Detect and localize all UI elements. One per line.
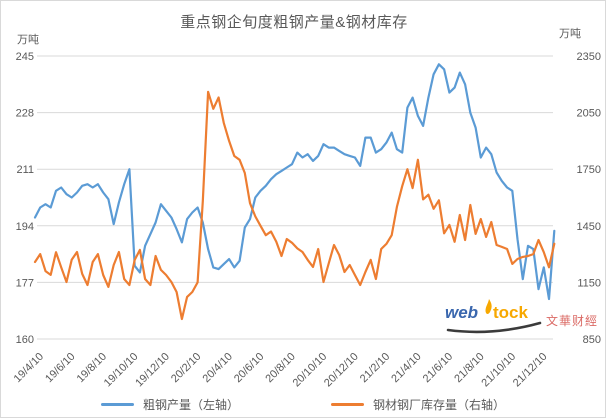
legend-item-crude-steel: 粗钢产量（左轴） [100,396,239,413]
x-tick-label: 20/2/10 [169,351,203,385]
chart-title: 重点钢企旬度粗钢产量&钢材库存 [180,14,408,31]
series-line-2 [33,90,556,321]
right-axis-unit: 万吨 [559,28,581,40]
watermark-tock-text: tock [493,303,528,322]
left-tick-label: 211 [16,164,34,176]
right-tick-label: 1150 [577,277,601,289]
right-tick-label: 2050 [577,108,601,120]
watermark-web-text: web [445,303,479,322]
series-line-1 [33,63,556,301]
watermark-flame-icon [485,299,492,314]
legend-label-inventory: 钢材钢厂库存量（右轴） [373,398,506,412]
legend: 粗钢产量（左轴） 钢材钢厂库存量（右轴） [1,396,605,413]
x-tick-label: 21/12/10 [511,351,550,390]
watermark-logo: web tock 文華财經 [445,299,605,337]
left-tick-label: 177 [16,277,34,289]
x-tick-label: 19/12/10 [133,351,172,390]
x-tick-label: 20/4/10 [201,351,235,385]
left-tick-label: 245 [16,51,34,63]
right-tick-label: 1450 [577,221,601,233]
watermark-swoosh [446,321,542,334]
x-tick-label: 21/2/10 [358,351,392,385]
x-tick-label: 20/12/10 [322,351,361,390]
left-tick-label: 194 [16,221,34,233]
right-tick-label: 2350 [577,51,601,63]
watermark-brand-cn: 文華财經 [546,314,599,328]
right-tick-label: 1750 [577,164,601,176]
right-tick-label: 850 [583,334,601,346]
x-tick-label: 21/6/10 [421,351,455,385]
series1-line-swatch [100,403,134,406]
series2-line-swatch [331,403,364,406]
x-tick-label: 20/6/10 [232,351,266,385]
x-tick-label: 19/4/10 [12,351,46,385]
x-tick-label: 21/4/10 [389,351,423,385]
legend-label-crude-steel: 粗钢产量（左轴） [142,398,239,412]
x-tick-label: 19/6/10 [43,351,77,385]
left-tick-label: 160 [16,334,34,346]
legend-item-inventory: 钢材钢厂库存量（右轴） [331,396,505,413]
left-axis-unit: 万吨 [17,34,39,46]
left-tick-label: 228 [16,108,34,120]
